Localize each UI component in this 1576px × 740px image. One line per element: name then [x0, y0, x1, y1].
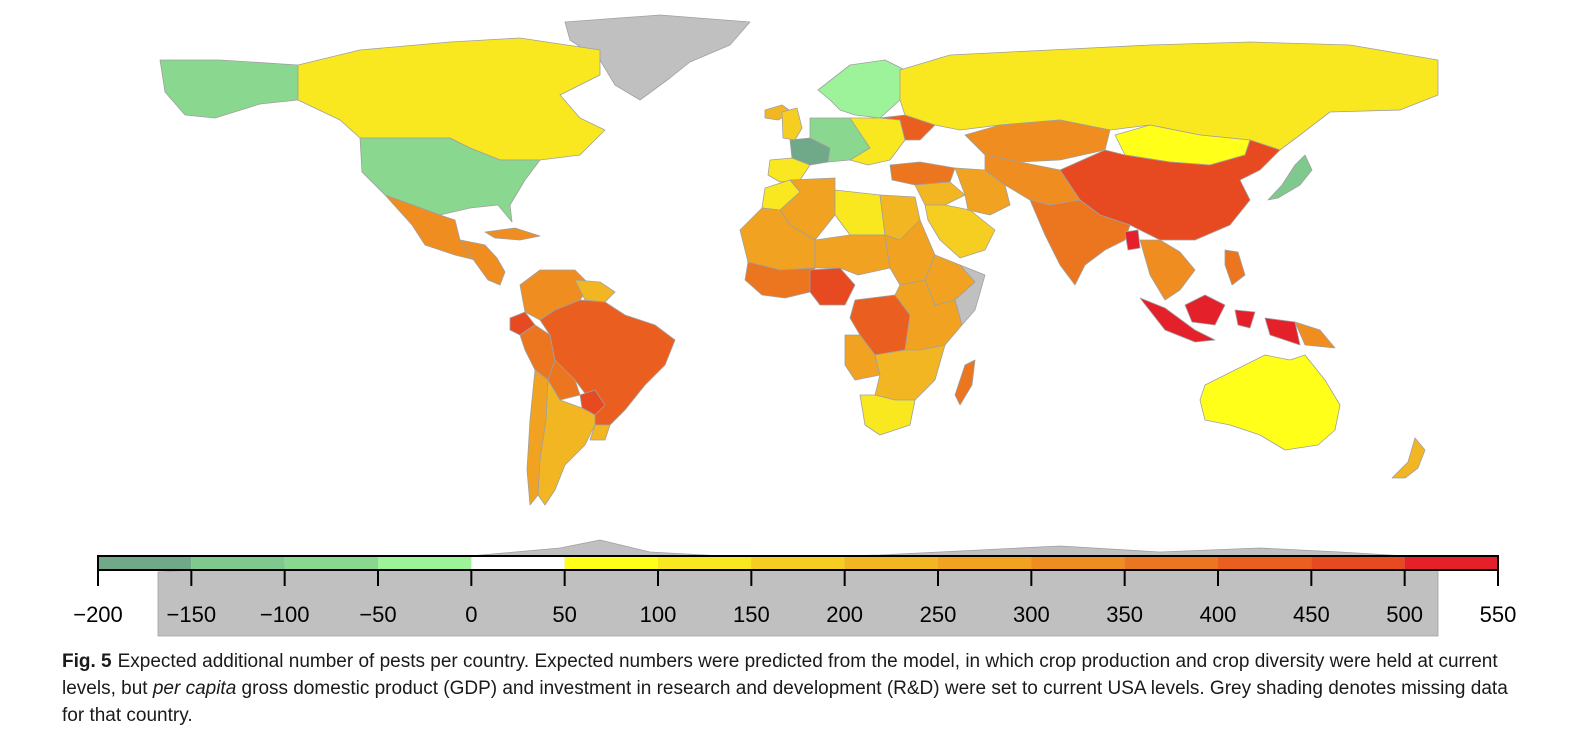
legend-frame [97, 555, 1499, 571]
legend-bin-13 [1311, 556, 1405, 570]
legend-tick-label: 0 [465, 602, 477, 627]
legend-tick-label: 400 [1200, 602, 1237, 627]
legend-tick-label: 300 [1013, 602, 1050, 627]
region-nigeria [809, 267, 856, 306]
legend-tick-label: −100 [260, 602, 310, 627]
legend-bin-6 [658, 556, 752, 570]
legend-bin-9 [938, 556, 1032, 570]
legend-bin-5 [564, 556, 658, 570]
region-central-america [459, 239, 506, 286]
region-guianas [574, 279, 616, 303]
color-scale-legend: −200 −150 −100 −50 0 50 100 150 200 250 300 350 400 4… [73, 555, 1517, 627]
region-new-zealand [1391, 437, 1426, 479]
legend-bin-2 [284, 556, 378, 570]
legend-bin-1 [191, 556, 285, 570]
region-paraguay [579, 389, 606, 416]
region-japan [1267, 154, 1313, 201]
region-bangladesh [1124, 229, 1141, 251]
region-australia [1199, 354, 1341, 451]
legend-bin-14 [1404, 556, 1498, 570]
region-png [1294, 321, 1336, 349]
legend-bin-3 [378, 556, 472, 570]
legend-tick-label: 500 [1386, 602, 1423, 627]
figure-label: Fig. 5 [62, 651, 112, 672]
region-alaska [159, 59, 299, 119]
legend-bin-8 [844, 556, 938, 570]
region-philippines [1224, 249, 1246, 286]
legend-tick-label: 50 [552, 602, 576, 627]
region-saudi-arabia [924, 204, 996, 259]
region-antarctica [157, 539, 1439, 637]
region-west-africa [744, 261, 816, 299]
region-canada [297, 37, 606, 161]
region-uruguay [589, 424, 611, 441]
legend-tick-label: 150 [733, 602, 770, 627]
legend-tick-label: −50 [359, 602, 396, 627]
legend-bin-11 [1124, 556, 1218, 570]
legend-bin-4 [471, 556, 565, 570]
region-southeast-asia [1139, 239, 1196, 301]
region-scandinavia [817, 59, 906, 119]
legend-tick-label: 450 [1293, 602, 1330, 627]
legend-bin-12 [1218, 556, 1312, 570]
legend-tick-label: 200 [826, 602, 863, 627]
region-middle-east [914, 181, 966, 206]
region-niger-chad [814, 234, 891, 276]
legend-tick-label: 250 [920, 602, 957, 627]
region-india [1029, 199, 1131, 286]
legend-bin-0 [98, 556, 192, 570]
caption-text-1: Expected additional number of pests per … [62, 651, 1498, 699]
region-madagascar [954, 359, 976, 406]
region-uk [781, 107, 803, 141]
region-south-africa [859, 394, 916, 436]
region-libya [834, 189, 886, 236]
region-southern-africa [874, 344, 946, 401]
legend-bin-7 [751, 556, 845, 570]
figure-caption: Fig. 5 Expected additional number of pest… [62, 648, 1522, 729]
region-cuba [484, 227, 541, 241]
caption-emphasis: per capita [152, 678, 237, 699]
legend-tick-label: 550 [1480, 602, 1517, 627]
legend-tick-label: 350 [1106, 602, 1143, 627]
caption-text-2: gross domestic product (GDP) and investm… [62, 678, 1508, 726]
region-turkey [889, 161, 956, 186]
legend-tick-label: −150 [167, 602, 217, 627]
legend-bin-10 [1031, 556, 1125, 570]
legend-tick-label: −200 [73, 602, 123, 627]
region-indonesia [1139, 294, 1301, 346]
region-argentina [537, 379, 596, 506]
legend-tick-label: 100 [640, 602, 677, 627]
